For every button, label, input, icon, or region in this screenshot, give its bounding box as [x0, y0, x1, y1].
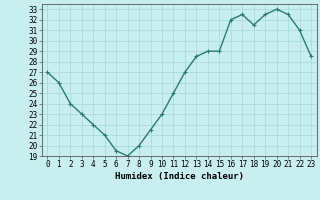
X-axis label: Humidex (Indice chaleur): Humidex (Indice chaleur)	[115, 172, 244, 181]
